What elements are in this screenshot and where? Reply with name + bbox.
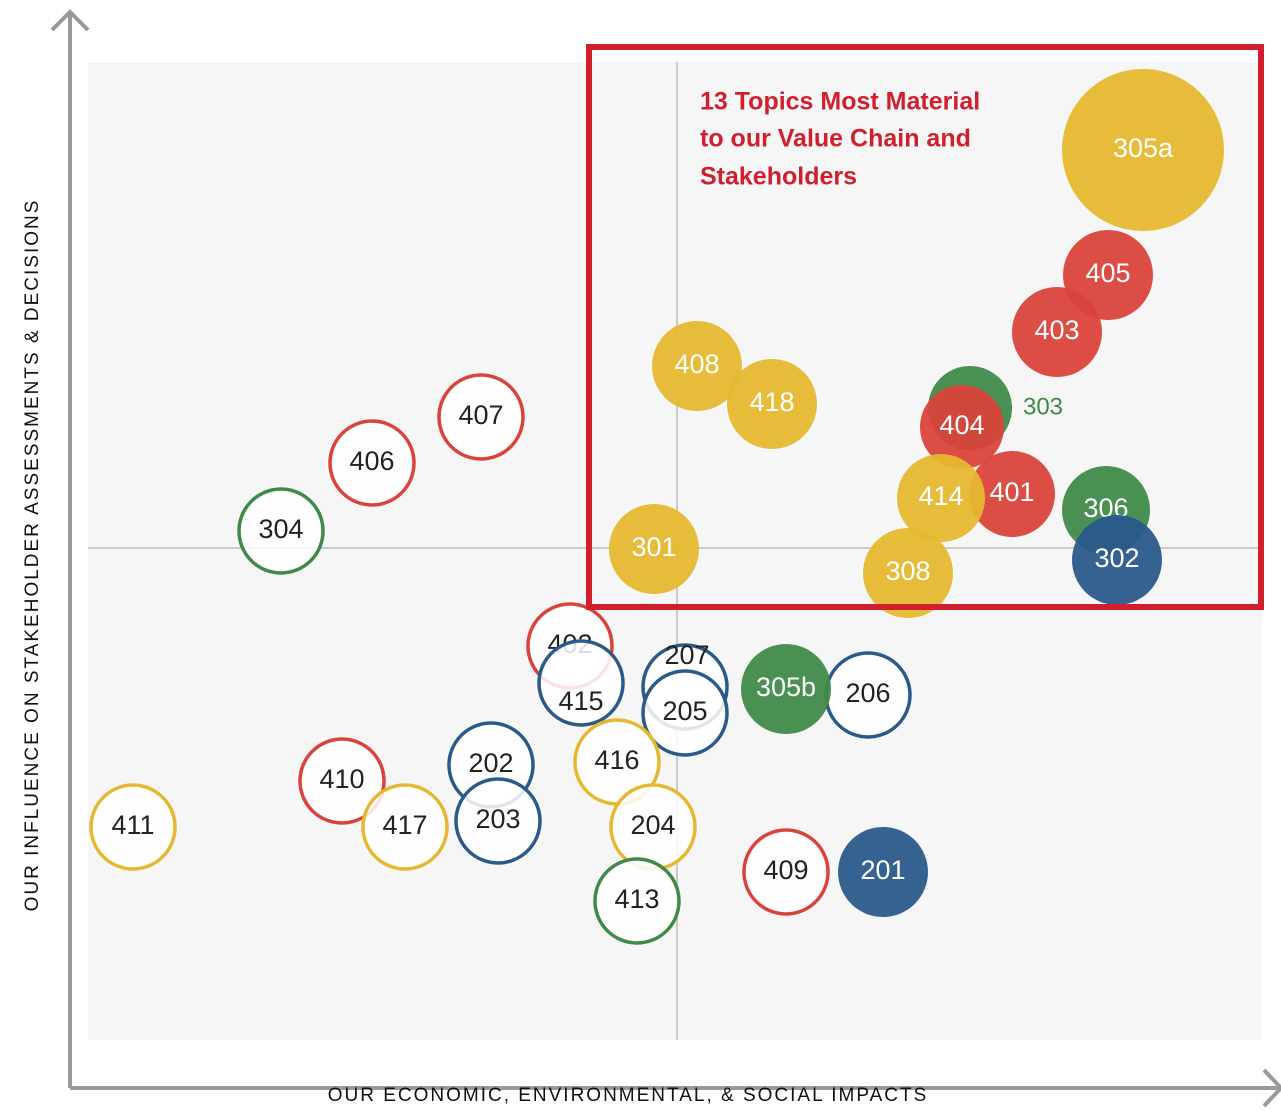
bubble-label: 401	[989, 477, 1034, 507]
bubble-label: 406	[349, 446, 394, 476]
bubble-label: 302	[1094, 543, 1139, 573]
bubble	[593, 857, 681, 945]
bubble-label: 409	[763, 855, 808, 885]
bubble	[741, 644, 831, 734]
highlight-box	[586, 44, 1264, 610]
bubble	[742, 828, 830, 916]
callout-line: to our Value Chain and	[700, 125, 971, 153]
bubble-label: 203	[475, 804, 520, 834]
bubble-label: 301	[631, 532, 676, 562]
bubble	[863, 528, 953, 618]
callout-line: 13 Topics Most Material	[700, 88, 980, 116]
bubble	[237, 487, 325, 575]
bubble	[298, 737, 386, 825]
bubble	[838, 827, 928, 917]
callout-line: Stakeholders	[700, 163, 857, 191]
bubble-label: 413	[614, 884, 659, 914]
bubbles: 4074063044024152072052064162024104172032…	[89, 69, 1224, 945]
bubble	[1012, 287, 1102, 377]
bubble	[537, 639, 625, 727]
bubble	[1062, 69, 1224, 231]
bubble-label: 304	[258, 514, 303, 544]
bubble-label: 308	[885, 556, 930, 586]
bubble	[89, 783, 177, 871]
bubble-label: 303	[1023, 393, 1063, 420]
bubble-label: 205	[662, 696, 707, 726]
bubble	[727, 359, 817, 449]
bubble	[920, 385, 1004, 469]
bubble-label: 305b	[756, 672, 816, 702]
bubble-label: 405	[1085, 258, 1130, 288]
bubble-label: 415	[558, 686, 603, 716]
bubble	[652, 321, 742, 411]
y-axis	[50, 9, 90, 1088]
bubble	[454, 777, 542, 865]
bubble-label: 418	[749, 387, 794, 417]
bubble-label: 202	[468, 748, 513, 778]
bubble	[609, 504, 699, 594]
x-axis	[70, 1068, 1281, 1108]
x-axis-label: OUR ECONOMIC, ENVIRONMENTAL, & SOCIAL IM…	[328, 1085, 929, 1106]
bubble	[969, 451, 1055, 537]
bubble-label: 201	[860, 855, 905, 885]
bubble-label: 305a	[1113, 133, 1174, 163]
bubble	[328, 419, 416, 507]
bubble	[437, 373, 525, 461]
bubble-label: 206	[845, 678, 890, 708]
bubble-label: 207	[664, 640, 709, 670]
bubble	[897, 454, 985, 542]
bubble-label: 407	[458, 400, 503, 430]
bubble-label: 404	[939, 410, 984, 440]
bubble-label: 410	[319, 764, 364, 794]
bubble-label: 417	[382, 810, 427, 840]
bubble-label: 204	[630, 810, 675, 840]
bubble	[361, 783, 449, 871]
bubble-label: 414	[918, 481, 963, 511]
bubble-label: 416	[594, 745, 639, 775]
bubble	[1072, 515, 1162, 605]
bubble-label: 408	[674, 349, 719, 379]
bubble	[641, 669, 729, 757]
bubble-label: 403	[1034, 315, 1079, 345]
bubble-label: 411	[111, 810, 154, 840]
y-axis-label: OUR INFLUENCE ON STAKEHOLDER ASSESSMENTS…	[22, 199, 43, 912]
